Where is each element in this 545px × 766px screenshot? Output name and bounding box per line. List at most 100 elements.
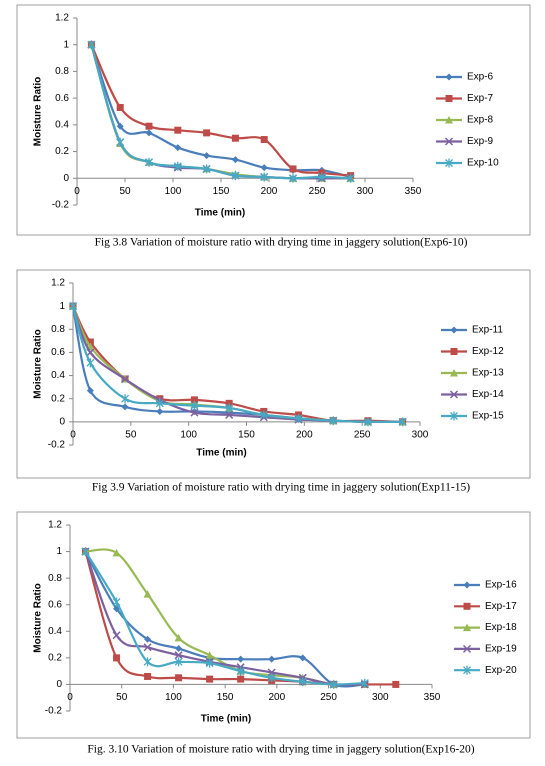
legend-marker	[462, 644, 472, 653]
point-marker	[174, 144, 182, 152]
point-marker	[144, 672, 152, 680]
point-marker	[237, 655, 245, 663]
x-tick-label: 200	[296, 429, 313, 440]
legend-label: Exp-14	[472, 389, 504, 400]
point-marker	[260, 136, 268, 144]
x-tick-label: 150	[238, 429, 255, 440]
point-marker	[289, 165, 297, 173]
point-marker	[294, 413, 303, 423]
point-marker	[225, 410, 234, 419]
y-tick-label: 0.2	[55, 146, 69, 157]
point-marker	[289, 173, 297, 183]
y-tick-label: 0.6	[55, 93, 69, 104]
point-marker	[121, 375, 130, 384]
y-tick-label: 1	[59, 301, 65, 312]
y-tick-label: 1.2	[48, 520, 62, 531]
x-tick-label: 250	[354, 429, 371, 440]
legend-marker	[463, 581, 471, 589]
point-marker	[299, 654, 307, 662]
legend-label: Exp-7	[467, 93, 494, 104]
legend-label: Exp-19	[485, 644, 517, 655]
x-tick-label: 300	[357, 186, 374, 197]
x-tick-label: 50	[116, 692, 128, 703]
legend-label: Exp-13	[472, 368, 504, 379]
y-tick-label: 0.8	[55, 66, 69, 77]
y-tick-label: -0.2	[48, 440, 66, 451]
x-tick-label: 100	[165, 186, 182, 197]
series-line	[84, 551, 365, 688]
point-marker	[121, 403, 129, 411]
point-marker	[144, 635, 152, 643]
x-tick-label: 300	[372, 692, 389, 703]
legend-marker	[450, 411, 458, 421]
point-marker	[81, 547, 90, 557]
point-marker	[86, 348, 95, 357]
point-marker	[143, 657, 152, 667]
point-marker	[155, 398, 164, 408]
point-marker	[69, 301, 77, 311]
point-marker	[86, 338, 94, 346]
series-line	[84, 550, 365, 686]
y-tick-label: -0.2	[52, 200, 70, 211]
y-tick-label: 0.6	[48, 599, 62, 610]
legend-marker	[445, 73, 453, 81]
series-line	[84, 551, 365, 687]
point-marker	[206, 675, 214, 683]
point-marker	[175, 645, 183, 653]
legend-label: Exp-12	[472, 346, 504, 357]
legend-marker	[450, 348, 458, 355]
point-marker	[112, 631, 121, 640]
x-tick-label: 50	[125, 429, 137, 440]
point-marker	[203, 129, 211, 137]
point-marker	[156, 407, 164, 415]
point-marker	[231, 134, 239, 142]
y-tick-label: 1.2	[51, 278, 65, 289]
legend-marker	[444, 137, 454, 146]
point-marker	[86, 387, 94, 395]
y-tick-label: 0.4	[55, 119, 69, 130]
point-marker	[298, 677, 307, 687]
point-marker	[260, 172, 269, 182]
point-marker	[112, 548, 121, 557]
point-marker	[116, 103, 124, 111]
point-marker	[363, 417, 372, 427]
y-tick-label: 0.8	[51, 324, 65, 335]
y-tick-label: 1	[63, 39, 69, 50]
point-marker	[174, 657, 183, 667]
x-tick-label: 350	[424, 692, 441, 703]
legend-marker	[463, 602, 471, 610]
point-marker	[202, 164, 211, 174]
point-marker	[392, 680, 400, 688]
y-tick-label: 0.4	[51, 370, 65, 381]
legend-marker	[449, 390, 459, 399]
caption: Fig 3.9 Variation of moisture ratio with…	[92, 482, 470, 494]
x-tick-label: 350	[405, 186, 422, 197]
point-marker	[267, 673, 276, 683]
point-marker	[173, 161, 182, 171]
legend-label: Exp-9	[467, 136, 494, 147]
point-marker	[346, 173, 355, 183]
point-marker	[236, 666, 245, 676]
point-marker	[112, 597, 121, 607]
legend-marker	[450, 326, 458, 334]
point-marker	[225, 399, 233, 407]
point-marker	[360, 678, 369, 688]
point-marker	[268, 655, 276, 663]
point-marker	[190, 401, 199, 411]
caption: Fig. 3.10 Variation of moisture ratio wi…	[87, 744, 474, 756]
series-line	[90, 44, 351, 180]
y-tick-label: 0	[63, 173, 69, 184]
point-marker	[260, 164, 268, 172]
point-marker	[174, 651, 183, 660]
legend-marker	[463, 623, 471, 632]
point-marker	[225, 403, 234, 413]
series-line	[90, 44, 351, 179]
point-marker	[121, 394, 130, 404]
y-axis-title: Moisture Ratio	[33, 583, 44, 652]
point-marker	[143, 590, 152, 598]
legend-label: Exp-17	[485, 601, 517, 612]
point-marker	[116, 137, 125, 147]
point-marker	[329, 679, 338, 689]
y-tick-label: 0	[59, 416, 65, 427]
